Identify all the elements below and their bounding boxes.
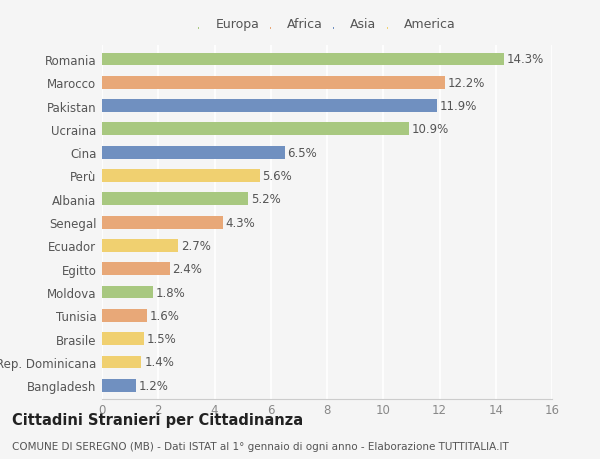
Text: 10.9%: 10.9% (412, 123, 449, 136)
Bar (102, 77, 445, 90)
Bar (102, 309, 147, 322)
Text: 12.2%: 12.2% (448, 77, 485, 90)
Bar (102, 356, 142, 369)
Bar (102, 263, 170, 275)
Bar (102, 193, 248, 206)
Bar (102, 216, 223, 229)
Text: 2.4%: 2.4% (172, 263, 202, 275)
Text: 11.9%: 11.9% (439, 100, 477, 113)
Text: 1.8%: 1.8% (155, 286, 185, 299)
Bar (102, 53, 504, 66)
Bar (102, 379, 136, 392)
Bar (102, 146, 285, 159)
Bar (102, 170, 260, 183)
Bar (102, 100, 437, 113)
Text: 1.4%: 1.4% (144, 356, 174, 369)
Text: COMUNE DI SEREGNO (MB) - Dati ISTAT al 1° gennaio di ogni anno - Elaborazione TU: COMUNE DI SEREGNO (MB) - Dati ISTAT al 1… (12, 441, 509, 451)
Bar (102, 123, 409, 136)
Text: 1.2%: 1.2% (139, 379, 169, 392)
Text: 5.6%: 5.6% (262, 170, 292, 183)
Text: 14.3%: 14.3% (507, 53, 544, 67)
Text: 2.7%: 2.7% (181, 240, 211, 252)
Text: 1.5%: 1.5% (147, 332, 177, 345)
Bar (102, 240, 178, 252)
Text: 4.3%: 4.3% (226, 216, 256, 229)
Legend: Europa, Africa, Asia, America: Europa, Africa, Asia, America (193, 13, 461, 36)
Bar (102, 332, 144, 345)
Bar (102, 286, 152, 299)
Text: 5.2%: 5.2% (251, 193, 281, 206)
Text: Cittadini Stranieri per Cittadinanza: Cittadini Stranieri per Cittadinanza (12, 413, 303, 428)
Text: 6.5%: 6.5% (287, 146, 317, 159)
Text: 1.6%: 1.6% (150, 309, 179, 322)
